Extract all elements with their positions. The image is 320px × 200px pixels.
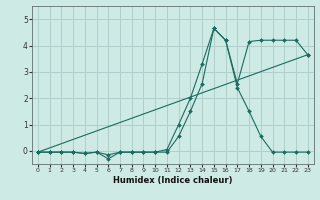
X-axis label: Humidex (Indice chaleur): Humidex (Indice chaleur)	[113, 176, 233, 185]
